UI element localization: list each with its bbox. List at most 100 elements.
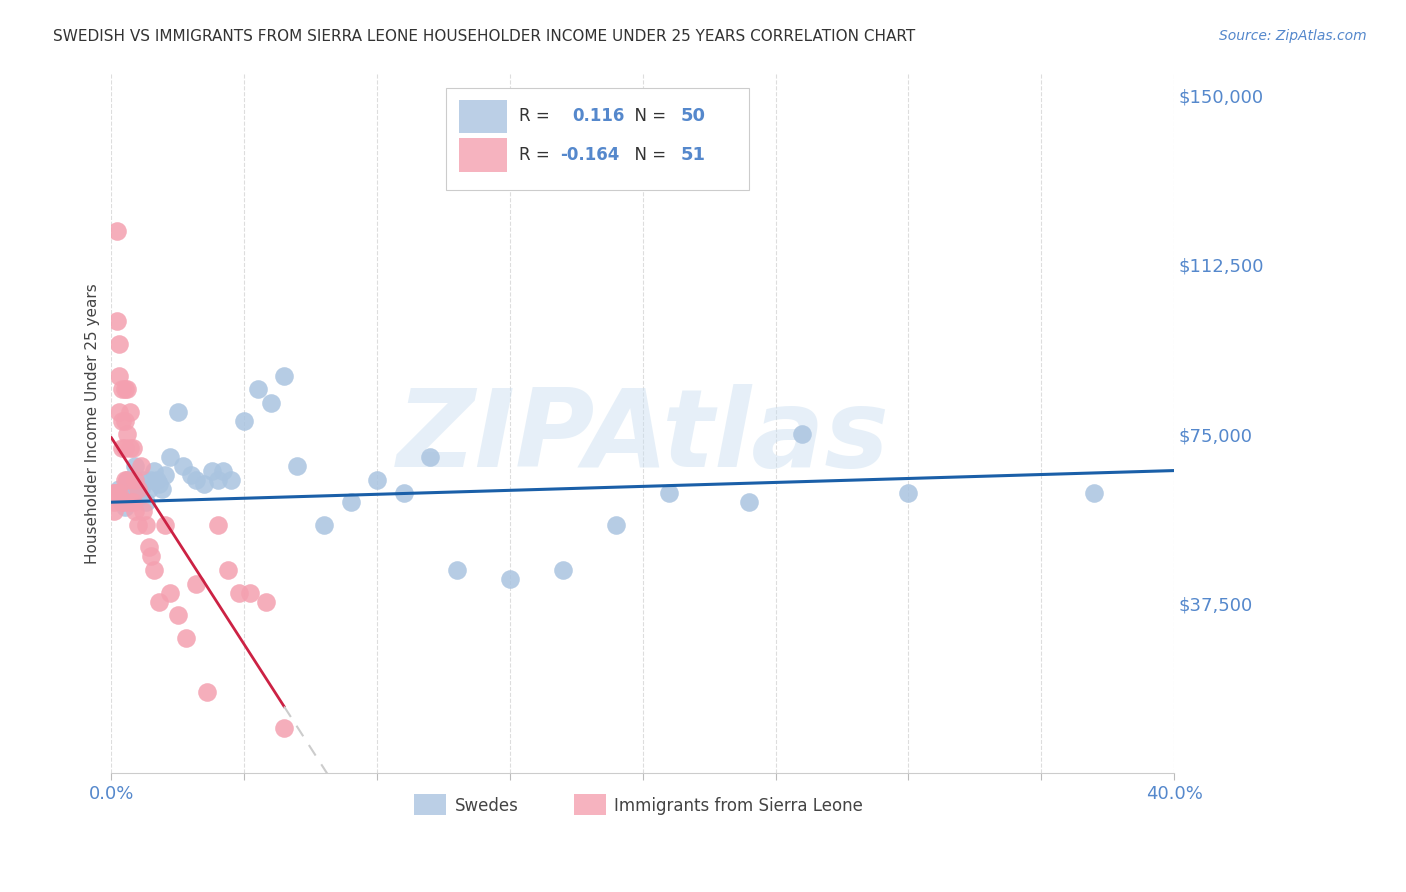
Point xyxy=(114,441,136,455)
Point xyxy=(551,563,574,577)
Point xyxy=(186,473,208,487)
Point xyxy=(254,594,277,608)
Point xyxy=(287,458,309,473)
Point xyxy=(103,504,125,518)
Point xyxy=(141,473,163,487)
Point xyxy=(738,495,761,509)
Point xyxy=(117,473,139,487)
Point xyxy=(114,500,136,514)
Point xyxy=(105,486,128,500)
Point xyxy=(186,576,208,591)
Point xyxy=(219,473,242,487)
Point xyxy=(111,495,134,509)
Text: 50: 50 xyxy=(681,107,706,126)
Text: 0.116: 0.116 xyxy=(572,107,626,126)
Point xyxy=(117,491,139,505)
Point xyxy=(419,450,441,464)
Point xyxy=(121,477,143,491)
Point xyxy=(366,473,388,487)
Point xyxy=(499,572,522,586)
Point xyxy=(108,405,131,419)
Point xyxy=(142,464,165,478)
Point xyxy=(114,486,136,500)
Text: -0.164: -0.164 xyxy=(560,146,619,164)
Point xyxy=(121,486,143,500)
Text: N =: N = xyxy=(624,146,671,164)
Point xyxy=(103,486,125,500)
Point xyxy=(114,382,136,396)
Point xyxy=(117,382,139,396)
Point xyxy=(108,486,131,500)
Point xyxy=(166,608,188,623)
Point xyxy=(172,458,194,473)
Point xyxy=(124,458,146,473)
Point xyxy=(103,486,125,500)
Bar xyxy=(574,794,606,815)
Point xyxy=(217,563,239,577)
Bar xyxy=(415,794,446,815)
Point xyxy=(1083,486,1105,500)
Point xyxy=(193,477,215,491)
Point xyxy=(127,517,149,532)
Point xyxy=(605,517,627,532)
Point xyxy=(166,405,188,419)
Point xyxy=(658,486,681,500)
Point xyxy=(132,504,155,518)
Point xyxy=(233,414,256,428)
Point xyxy=(124,473,146,487)
Point xyxy=(114,473,136,487)
Point xyxy=(108,368,131,383)
Point xyxy=(114,495,136,509)
Point xyxy=(118,441,141,455)
Point xyxy=(108,482,131,496)
Bar xyxy=(458,100,506,133)
Point xyxy=(132,473,155,487)
Point xyxy=(238,585,260,599)
Point xyxy=(228,585,250,599)
Point xyxy=(159,585,181,599)
Point xyxy=(148,477,170,491)
Point xyxy=(201,464,224,478)
Point xyxy=(141,549,163,564)
Point xyxy=(897,486,920,500)
Point xyxy=(273,368,295,383)
Point xyxy=(138,541,160,555)
Text: 51: 51 xyxy=(681,146,706,164)
Point xyxy=(339,495,361,509)
Point xyxy=(138,482,160,496)
Point xyxy=(114,414,136,428)
Point xyxy=(111,495,134,509)
Point xyxy=(148,594,170,608)
Point xyxy=(212,464,235,478)
Point xyxy=(111,414,134,428)
Point xyxy=(105,224,128,238)
Point xyxy=(108,337,131,351)
Point xyxy=(111,441,134,455)
Point xyxy=(153,517,176,532)
Text: SWEDISH VS IMMIGRANTS FROM SIERRA LEONE HOUSEHOLDER INCOME UNDER 25 YEARS CORREL: SWEDISH VS IMMIGRANTS FROM SIERRA LEONE … xyxy=(53,29,915,44)
Text: N =: N = xyxy=(624,107,671,126)
Point xyxy=(121,495,143,509)
Point xyxy=(246,382,269,396)
Text: Swedes: Swedes xyxy=(454,797,519,815)
Text: R =: R = xyxy=(519,146,555,164)
Text: Source: ZipAtlas.com: Source: ZipAtlas.com xyxy=(1219,29,1367,43)
Point xyxy=(135,495,157,509)
Point xyxy=(118,482,141,496)
Point xyxy=(124,504,146,518)
Y-axis label: Householder Income Under 25 years: Householder Income Under 25 years xyxy=(86,283,100,564)
Point xyxy=(207,473,229,487)
Point xyxy=(174,631,197,645)
Point xyxy=(118,405,141,419)
Text: R =: R = xyxy=(519,107,567,126)
Point xyxy=(153,468,176,483)
FancyBboxPatch shape xyxy=(446,88,749,190)
Point xyxy=(118,495,141,509)
Bar xyxy=(458,138,506,172)
Point xyxy=(111,382,134,396)
Point xyxy=(260,396,283,410)
Point xyxy=(312,517,335,532)
Text: ZIPAtlas: ZIPAtlas xyxy=(396,384,889,490)
Point xyxy=(150,482,173,496)
Point xyxy=(792,427,814,442)
